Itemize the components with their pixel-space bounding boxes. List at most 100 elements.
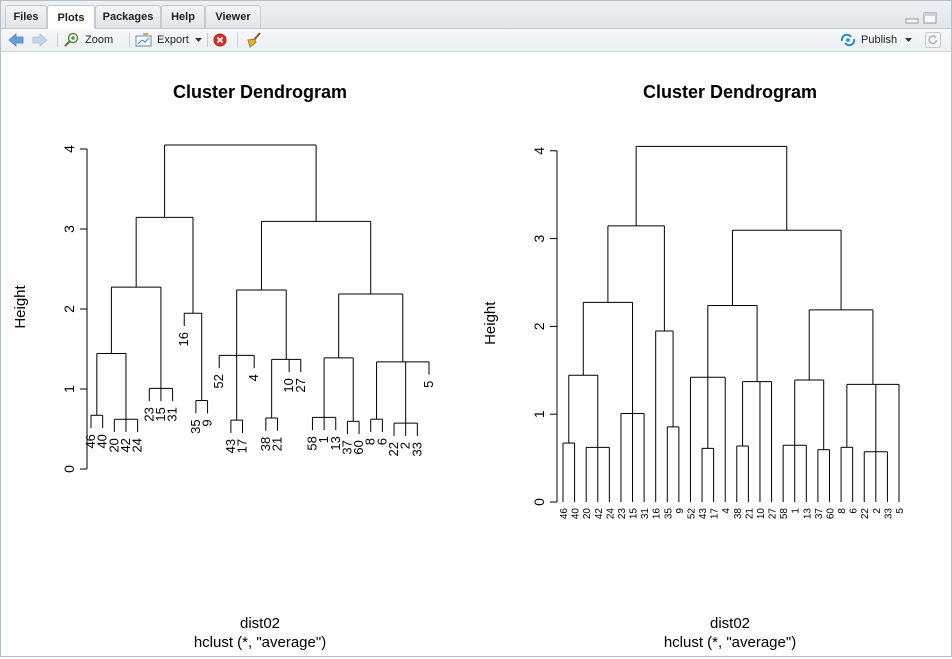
leaf-label: 46	[559, 508, 570, 520]
leaf-label: 16	[176, 332, 191, 346]
leaf-label: 9	[200, 419, 215, 426]
leaf-label: 42	[118, 438, 133, 452]
leaf-label: 24	[605, 508, 616, 520]
leaf-label: 58	[779, 508, 790, 520]
leaf-label: 9	[675, 508, 686, 514]
leaf-label: 16	[652, 508, 663, 520]
maximize-icon[interactable]	[923, 11, 937, 24]
leaf-label: 43	[698, 508, 709, 520]
leaf-label: 60	[351, 440, 366, 454]
leaf-label: 21	[269, 437, 284, 451]
leaf-label: 38	[258, 437, 273, 451]
tab-packages[interactable]: Packages	[95, 5, 161, 28]
export-button[interactable]: Export	[135, 31, 202, 49]
leaf-label: 4	[721, 508, 732, 514]
leaf-label: 1	[791, 508, 802, 514]
leaf-label: 6	[374, 438, 389, 445]
chart-title: Cluster Dendrogram	[643, 82, 817, 102]
leaf-label: 37	[814, 508, 825, 520]
toolbar-divider	[129, 33, 130, 47]
chevron-down-icon	[194, 34, 202, 46]
clear-all-plots-button[interactable]	[245, 31, 263, 49]
leaf-label: 21	[744, 508, 755, 520]
leaf-label: 8	[363, 438, 378, 445]
y-tick-label: 4	[531, 147, 547, 155]
y-tick-label: 2	[61, 305, 77, 313]
leaf-label: 27	[293, 378, 308, 392]
y-tick-label: 3	[531, 234, 547, 242]
tab-plots[interactable]: Plots	[47, 5, 95, 29]
forward-arrow-icon[interactable]	[31, 31, 49, 49]
y-axis-label: Height	[482, 301, 499, 345]
y-tick-label: 0	[531, 498, 547, 506]
refresh-icon[interactable]	[925, 31, 941, 49]
leaf-label: 2	[398, 442, 413, 449]
export-icon	[135, 33, 153, 47]
tab-files[interactable]: Files	[5, 5, 47, 28]
y-tick-label: 0	[61, 465, 77, 473]
x-axis-label: dist02	[710, 615, 750, 632]
zoom-label: Zoom	[85, 34, 114, 46]
publish-label: Publish	[861, 34, 898, 46]
dendrogram-panel-1: Cluster Dendrogram dist02 hclust (*, "aver…	[12, 82, 436, 651]
leaf-label: 22	[386, 442, 401, 456]
leaf-label: 31	[165, 407, 180, 421]
leaf-label: 2	[872, 508, 883, 514]
leaf-label: 13	[328, 436, 343, 450]
leaf-label: 15	[629, 508, 640, 520]
plot-area: Cluster Dendrogram dist02 hclust (*, "aver…	[9, 52, 947, 654]
leaf-label: 15	[153, 407, 168, 421]
y-tick-label: 1	[61, 385, 77, 393]
leaf-label: 23	[617, 508, 628, 520]
leaf-label: 23	[141, 407, 156, 421]
back-arrow-icon[interactable]	[7, 31, 25, 49]
publish-button[interactable]: Publish	[839, 31, 913, 49]
tab-viewer[interactable]: Viewer	[205, 5, 261, 28]
y-tick-label: 4	[61, 145, 77, 153]
leaf-label: 6	[849, 508, 860, 514]
leaf-label: 33	[883, 508, 894, 520]
toolbar-divider	[57, 33, 58, 47]
leaf-label: 42	[594, 508, 605, 520]
leaf-label: 27	[768, 508, 779, 520]
leaf-label: 58	[304, 436, 319, 450]
tab-bar: Files Plots Packages Help Viewer	[1, 1, 951, 29]
leaf-label: 38	[733, 508, 744, 520]
broom-icon	[245, 32, 263, 48]
tab-help[interactable]: Help	[161, 5, 205, 28]
leaf-label: 43	[223, 439, 238, 453]
leaf-label: 52	[686, 508, 697, 520]
chart-subtitle: hclust (*, "average")	[194, 634, 326, 651]
leaf-label: 40	[571, 508, 582, 520]
leaf-label: 35	[663, 508, 674, 520]
plots-toolbar: Zoom Export Publis	[1, 29, 951, 52]
toolbar-divider	[207, 33, 208, 47]
leaf-label: 10	[281, 378, 296, 392]
leaf-label: 17	[235, 439, 250, 453]
x-axis-label: dist02	[240, 615, 280, 632]
leaf-label: 1	[316, 436, 331, 443]
dendrogram-panel-2: Cluster Dendrogram dist02 hclust (*, "aver…	[482, 82, 906, 651]
toolbar-divider	[237, 33, 238, 47]
minimize-icon[interactable]	[905, 11, 919, 24]
leaf-label: 33	[409, 442, 424, 456]
chart-subtitle: hclust (*, "average")	[664, 634, 796, 651]
leaf-label: 40	[95, 434, 110, 448]
zoom-icon	[63, 32, 81, 48]
plot-canvas: Cluster Dendrogram dist02 hclust (*, "aver…	[12, 82, 906, 651]
y-axis-label: Height	[12, 284, 29, 328]
leaf-label: 5	[421, 381, 436, 388]
leaf-label: 31	[640, 508, 651, 520]
chart-title: Cluster Dendrogram	[173, 82, 347, 102]
leaf-label: 10	[756, 508, 767, 520]
leaf-label: 52	[211, 374, 226, 388]
chevron-down-icon	[905, 34, 913, 46]
leaf-label: 20	[106, 438, 121, 452]
publish-icon	[839, 33, 857, 47]
leaf-label: 20	[582, 508, 593, 520]
leaf-label: 37	[339, 440, 354, 454]
zoom-button[interactable]: Zoom	[63, 31, 113, 49]
remove-plot-icon	[213, 33, 227, 47]
remove-plot-button[interactable]	[213, 31, 227, 49]
